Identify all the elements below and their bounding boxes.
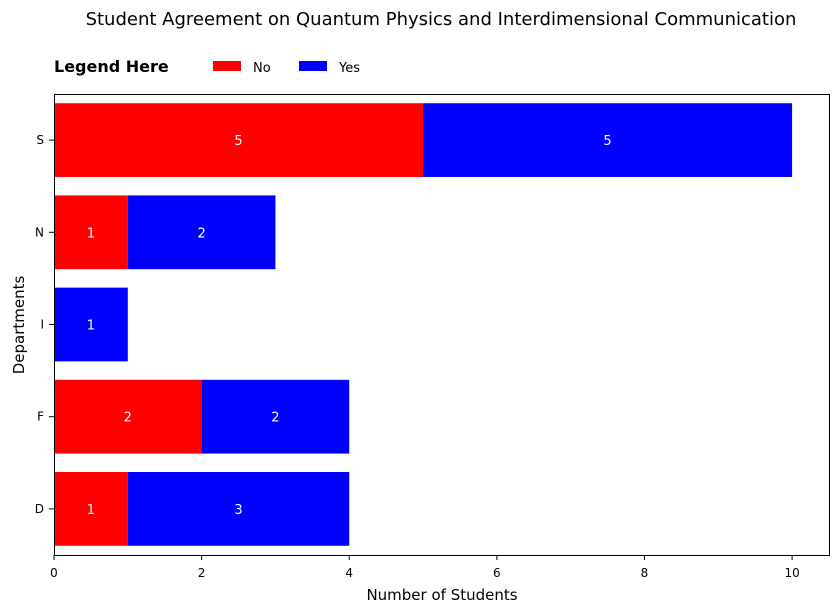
bar-N-no [54,195,128,270]
bar-value-label-D-no: 1 [87,503,95,518]
x-axis-label: Number of Students [366,586,517,604]
bar-D-yes [127,472,350,546]
x-tick-label: 6 [493,566,501,580]
bar-value-label-N-no: 1 [87,226,95,241]
bar-F-yes [201,379,350,454]
bars-layer [54,103,793,546]
y-tick-label-D: D [35,502,44,516]
x-tick-label: 8 [641,566,649,580]
bar-F-no [54,379,202,454]
legend-label-yes: Yes [338,61,360,76]
x-tick-label: 4 [345,566,353,580]
y-tick-label-S: S [36,133,44,147]
x-tick-label: 2 [198,566,206,580]
legend-swatch-yes [299,61,327,71]
bar-value-label-S-yes: 5 [603,134,611,149]
bar-value-label-I-yes: 1 [87,319,95,334]
y-tick-label-F: F [37,410,44,424]
legend-label-no: No [253,61,271,76]
legend-swatch-no [213,61,241,71]
bar-N-yes [127,195,276,270]
x-tick-label: 10 [784,566,799,580]
plot-area-frame [54,94,830,556]
x-axis-ticks: 0 2 4 6 8 10 [50,555,800,580]
legend-title: Legend Here [54,57,169,76]
chart-title: Student Agreement on Quantum Physics and… [86,9,797,30]
y-axis-ticks: D F I N S [35,133,54,516]
bar-value-label-D-yes: 3 [234,503,242,518]
y-axis-label: Departments [10,276,28,375]
bar-S-no [54,103,424,177]
bar-labels-layer: 1 3 2 2 1 1 2 5 5 [87,134,612,518]
bar-I-yes [54,287,128,362]
x-tick-label: 0 [50,566,58,580]
bar-D-no [54,472,128,546]
bar-value-label-N-yes: 2 [197,226,205,241]
bar-value-label-F-no: 2 [124,411,132,426]
bar-value-label-F-yes: 2 [271,411,279,426]
y-tick-label-I: I [40,318,44,332]
legend: Legend Here No Yes [54,57,360,76]
y-tick-label-N: N [35,225,44,239]
bar-value-label-S-no: 5 [234,134,242,149]
bar-S-yes [423,103,793,177]
